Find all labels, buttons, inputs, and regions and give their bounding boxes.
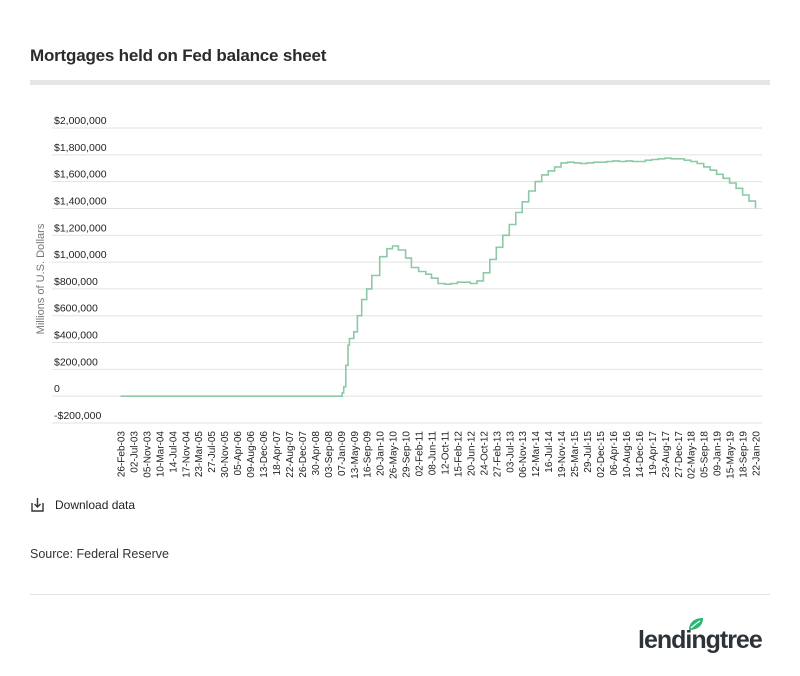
x-tick-label: 22-Jan-20 [752,431,763,476]
y-axis-ticks: $2,000,000 $1,800,000 $1,600,000 $1,400,000… [54,115,107,422]
x-tick-label: 02-May-18 [687,431,698,479]
x-tick-label: 06-Apr-16 [609,431,620,476]
x-tick-label: 30-Nov-05 [220,431,231,478]
x-tick-label: 26-Dec-07 [298,431,309,478]
x-tick-label: 05-Sep-18 [700,431,711,478]
x-tick-label: 02-Dec-15 [596,431,607,478]
x-tick-label: 18-Apr-07 [272,431,283,476]
y-tick-label: $1,800,000 [54,142,107,154]
y-tick-label: $1,000,000 [54,249,107,261]
grid-lines [52,127,762,424]
footer-divider [30,594,770,595]
series-line [120,157,757,397]
x-tick-label: 27-Dec-17 [674,431,685,478]
y-tick-label: $2,000,000 [54,115,107,127]
x-tick-label: 09-Aug-06 [246,431,257,478]
x-tick-label: 25-Mar-15 [570,431,581,478]
x-tick-label: 06-Nov-13 [518,431,529,478]
x-tick-label: 27-Feb-13 [492,431,503,478]
x-tick-label: 23-Aug-17 [661,431,672,478]
y-tick-label: -$200,000 [54,410,101,422]
download-label: Download data [55,498,136,512]
source-note: Source: Federal Reserve [30,547,169,561]
title-divider [30,80,770,85]
x-tick-label: 09-Jan-19 [713,431,724,476]
x-tick-label: 13-May-09 [350,431,361,479]
x-tick-label: 16-Sep-09 [363,431,374,478]
lendingtree-logo[interactable]: lendingtree [638,616,773,660]
x-tick-label: 17-Nov-04 [181,431,192,478]
y-axis-label: Millions of U.S. Dollars [35,223,47,334]
x-tick-label: 03-Sep-08 [324,431,335,478]
x-tick-label: 14-Dec-16 [635,431,646,478]
chart-title: Mortgages held on Fed balance sheet [30,46,327,65]
x-tick-label: 12-Oct-11 [440,431,451,475]
x-tick-label: 22-Aug-07 [285,431,296,478]
x-tick-label: 29-Jul-15 [583,431,594,473]
x-tick-label: 26-May-10 [389,431,400,479]
x-tick-label: 03-Jul-13 [505,431,516,473]
x-tick-label: 19-Nov-14 [557,431,568,478]
y-tick-label: $600,000 [54,303,98,315]
x-tick-label: 08-Jun-11 [428,431,439,476]
y-tick-label: $200,000 [54,356,98,368]
x-tick-label: 15-May-19 [726,431,737,479]
x-tick-label: 07-Jan-09 [337,431,348,476]
y-tick-label: $400,000 [54,330,98,342]
x-tick-label: 14-Jul-04 [168,431,179,473]
x-tick-label: 13-Dec-06 [259,431,270,478]
x-tick-label: 05-Nov-03 [142,431,153,478]
x-tick-label: 02-Jul-03 [129,431,140,473]
x-tick-label: 02-Feb-11 [415,431,426,477]
x-tick-label: 19-Apr-17 [648,431,659,476]
x-tick-label: 12-Mar-14 [531,431,542,478]
x-tick-label: 16-Jul-14 [544,431,555,473]
y-tick-label: $1,200,000 [54,222,107,234]
x-tick-label: 29-Sep-10 [402,431,413,478]
x-tick-label: 24-Oct-12 [479,431,490,476]
y-tick-label: 0 [54,383,60,395]
y-tick-label: $1,400,000 [54,195,107,207]
x-tick-label: 20-Jun-12 [466,431,477,476]
x-axis-ticks: 26-Feb-03 02-Jul-03 05-Nov-03 10-Mar-04 14-J… [116,431,762,479]
leaf-icon [689,618,703,630]
x-tick-label: 27-Jul-05 [207,431,218,473]
x-tick-label: 18-Sep-19 [739,431,750,478]
line-chart: $2,000,000 $1,800,000 $1,600,000 $1,400,000… [35,115,763,479]
x-tick-label: 30-Apr-08 [311,431,322,476]
x-tick-label: 23-Mar-05 [194,431,205,478]
y-tick-label: $800,000 [54,276,98,288]
download-data-button[interactable]: Download data [30,497,135,513]
x-tick-label: 20-Jan-10 [376,431,387,476]
x-tick-label: 15-Feb-12 [453,431,464,478]
x-tick-label: 10-Mar-04 [155,431,166,478]
x-tick-label: 05-Apr-06 [233,431,244,476]
x-tick-label: 10-Aug-16 [622,431,633,478]
download-icon [30,497,45,513]
brand-wordmark: lendingtree [638,626,763,654]
y-tick-label: $1,600,000 [54,169,107,181]
x-tick-label: 26-Feb-03 [116,431,127,478]
